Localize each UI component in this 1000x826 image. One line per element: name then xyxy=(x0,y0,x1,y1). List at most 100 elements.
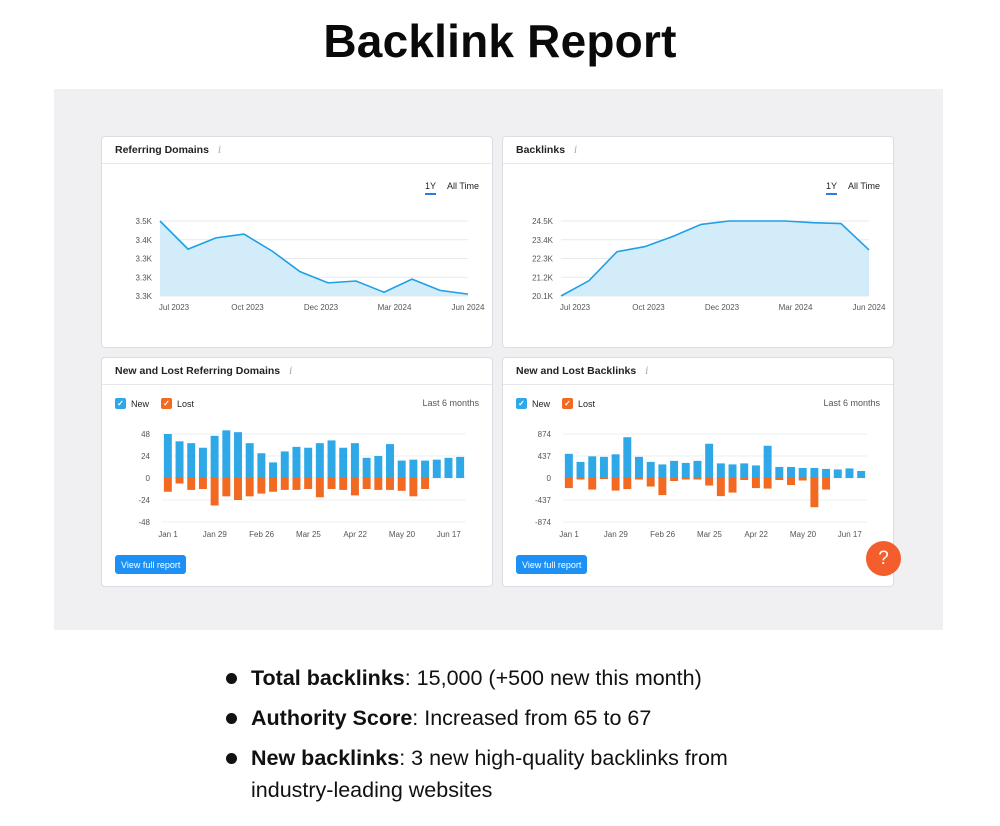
new-lost-referring-domains-chart: 48 24 0 -24 -48 Jan 1 Jan 29 Feb 26 Mar 25 Apr 22… xyxy=(138,430,466,539)
lost-bar xyxy=(234,478,242,500)
help-button[interactable]: ? xyxy=(866,541,901,576)
view-full-report-button[interactable]: View full report xyxy=(115,555,187,574)
new-bar xyxy=(822,468,831,478)
lost-bar xyxy=(658,478,667,496)
x-tick-label: Apr 22 xyxy=(343,530,367,539)
range-all-time-tab[interactable]: All Time xyxy=(847,181,880,191)
range-1y-tab[interactable]: 1Y xyxy=(424,181,436,195)
view-full-report-button[interactable]: View full report xyxy=(516,555,588,574)
new-bar xyxy=(576,461,585,478)
new-bar xyxy=(646,461,655,478)
new-bar xyxy=(362,457,371,478)
series-line xyxy=(159,220,469,295)
new-checkbox[interactable]: ✓ xyxy=(115,398,126,409)
new-bar xyxy=(339,447,348,478)
chart-legend: ✓ New ✓ Lost xyxy=(115,398,194,409)
card-header: Backlinks i xyxy=(503,137,893,164)
new-bar xyxy=(658,464,667,478)
y-tick-label: 3.3K xyxy=(136,292,153,301)
lost-bar xyxy=(198,478,207,489)
y-tick-label: 3.4K xyxy=(136,236,153,245)
new-bar xyxy=(564,453,573,478)
x-tick-label: Feb 26 xyxy=(650,530,675,539)
new-bar xyxy=(763,445,772,478)
legend-lost-label: Lost xyxy=(177,398,195,409)
lost-bar xyxy=(775,478,784,481)
y-tick-label: 874 xyxy=(538,430,552,439)
new-bar xyxy=(751,465,760,478)
x-tick-label: Feb 26 xyxy=(249,530,274,539)
info-icon[interactable]: i xyxy=(289,365,293,377)
x-tick-label: Dec 2023 xyxy=(705,303,740,312)
list-item: New backlinks: 3 new high-quality backli… xyxy=(226,742,786,806)
new-bar xyxy=(716,463,725,478)
info-icon[interactable]: i xyxy=(574,144,578,156)
x-tick-label: Jan 29 xyxy=(604,530,629,539)
new-bar xyxy=(705,443,714,478)
range-all-time-tab[interactable]: All Time xyxy=(446,181,479,191)
new-bar xyxy=(187,443,196,478)
lost-bar xyxy=(716,478,725,497)
y-tick-label: 20.1K xyxy=(532,292,554,301)
lost-bar xyxy=(304,478,313,489)
new-bar xyxy=(810,467,819,478)
bullet-text: : 15,000 (+500 new this month) xyxy=(404,666,702,690)
page-title: Backlink Report xyxy=(323,15,677,67)
new-bar xyxy=(397,460,406,478)
y-tick-label: 23.4K xyxy=(532,236,554,245)
lost-bar xyxy=(374,478,383,490)
lost-bar xyxy=(269,478,278,492)
lost-bar xyxy=(339,478,348,490)
lost-bar xyxy=(751,478,760,489)
card-title: New and Lost Referring Domains xyxy=(115,365,281,377)
lost-bar xyxy=(588,478,597,490)
backlinks-card: Backlinks i 1Y All Time 24.5K 23.4K 22.3K 2… xyxy=(502,136,894,348)
new-bar xyxy=(234,432,242,478)
lost-bar xyxy=(763,478,772,489)
legend-new-label: New xyxy=(131,398,150,409)
x-tick-label: Mar 2024 xyxy=(378,303,412,312)
new-bar xyxy=(386,444,394,478)
new-lost-backlinks-card: New and Lost Backlinks i ✓ New ✓ Lost La… xyxy=(502,357,894,587)
x-tick-label: May 20 xyxy=(790,530,817,539)
series-area xyxy=(561,221,869,296)
y-tick-label: -437 xyxy=(535,496,552,505)
lost-bar xyxy=(681,478,690,480)
lost-bar xyxy=(327,478,336,489)
y-tick-label: 24 xyxy=(141,452,150,461)
legend-new-label: New xyxy=(532,398,551,409)
lost-bar xyxy=(163,478,172,492)
info-icon[interactable]: i xyxy=(645,365,649,377)
y-tick-label: 24.5K xyxy=(532,217,554,226)
new-bar xyxy=(374,456,383,478)
lost-bar xyxy=(623,478,632,490)
lost-bar xyxy=(245,478,254,497)
x-tick-label: Oct 2023 xyxy=(632,303,665,312)
lost-bar xyxy=(280,478,289,490)
y-tick-label: -24 xyxy=(138,496,150,505)
x-tick-label: Jan 29 xyxy=(203,530,228,539)
period-label: Last 6 months xyxy=(422,398,479,408)
lost-bar xyxy=(564,478,573,489)
lost-bar xyxy=(670,478,679,482)
info-icon[interactable]: i xyxy=(217,144,222,156)
lost-bar xyxy=(822,478,831,490)
y-tick-label: 0 xyxy=(547,474,552,483)
y-tick-label: -48 xyxy=(138,518,150,527)
lost-bar xyxy=(810,478,819,508)
period-label: Last 6 months xyxy=(823,398,880,408)
new-bar xyxy=(315,443,324,478)
new-bar xyxy=(845,468,854,478)
new-checkbox[interactable]: ✓ xyxy=(516,398,527,409)
lost-bar xyxy=(635,478,643,480)
x-tick-label: Jan 1 xyxy=(158,530,178,539)
new-bar xyxy=(740,463,749,478)
range-1y-tab[interactable]: 1Y xyxy=(825,181,837,195)
lost-checkbox[interactable]: ✓ xyxy=(161,398,173,409)
lost-checkbox[interactable]: ✓ xyxy=(562,398,574,409)
lost-bar xyxy=(421,478,430,489)
x-tick-label: Jun 17 xyxy=(838,530,863,539)
new-bar xyxy=(210,435,219,478)
series-area xyxy=(160,221,468,296)
lost-bar xyxy=(728,478,737,493)
